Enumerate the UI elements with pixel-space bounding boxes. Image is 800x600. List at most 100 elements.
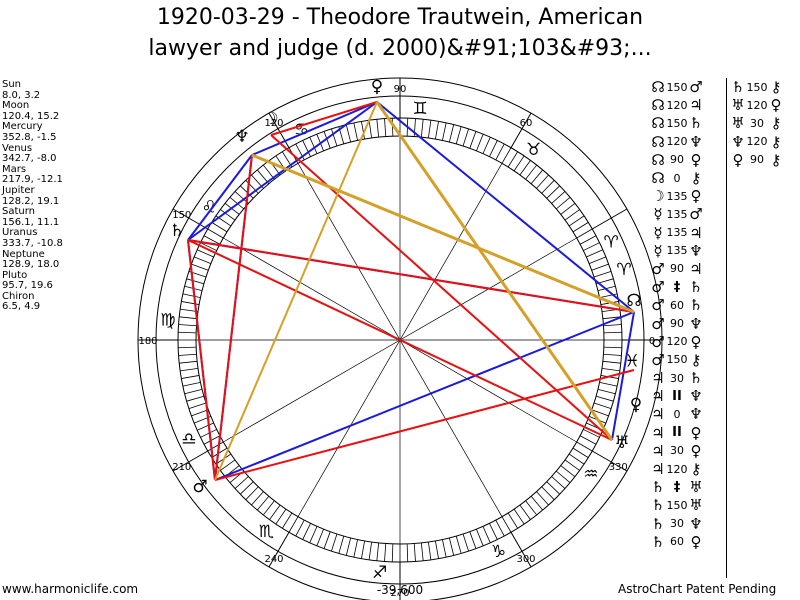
aspect-row: ♅ 30 ⚷ <box>730 114 784 132</box>
aspect-planet-b: ♃ <box>689 96 703 115</box>
aspect-planet-b: ♆ <box>689 241 703 260</box>
planet-glyph-icon: ♆ <box>234 127 249 147</box>
degree-tick <box>234 476 249 489</box>
aspect-line <box>270 134 613 441</box>
degree-tick <box>413 543 416 562</box>
aspect-planet-b: ♄ <box>689 114 703 133</box>
degree-tick <box>384 543 387 562</box>
aspect-angle: 120 <box>746 135 768 149</box>
degree-tick <box>275 508 287 525</box>
aspect-row: ♂ ‡ ♄ <box>650 278 704 296</box>
sign-divider <box>592 450 628 472</box>
aspect-angle: 90 <box>670 317 684 331</box>
aspect-planet-b: ⚷ <box>770 78 782 97</box>
degree-tick <box>586 249 603 258</box>
degree-tick <box>200 242 217 251</box>
planet-name: Mars <box>2 163 27 175</box>
aspect-row: ☽ 135 ♀ <box>650 187 704 205</box>
degree-tick <box>482 137 491 154</box>
aspect-planet-a: ☿ <box>653 241 663 260</box>
degree-tick <box>572 447 589 458</box>
footer-website[interactable]: www.harmoniclife.com <box>2 582 139 596</box>
degree-label: 150 <box>172 210 191 221</box>
aspect-row: ☊ 150 ♂ <box>650 78 704 96</box>
sign-divider <box>172 450 208 472</box>
aspect-line <box>214 311 635 481</box>
aspect-planet-b: ♆ <box>689 314 703 333</box>
degree-tick <box>507 512 518 529</box>
sign-divider <box>268 112 290 148</box>
planet-glyph-icon: ♀ <box>371 77 383 97</box>
degree-tick <box>572 222 589 233</box>
degree-tick <box>476 134 484 152</box>
degree-tick <box>288 516 299 533</box>
sign-divider <box>510 112 532 148</box>
degree-tick <box>482 526 491 543</box>
zodiac-sign-icon: ♐ <box>372 563 387 583</box>
aspect-table-divider <box>726 78 727 578</box>
degree-tick <box>178 353 197 356</box>
degree-tick <box>331 128 338 147</box>
planet-coords: 333.7, -10.8 <box>2 237 63 249</box>
aspect-planet-a: ♆ <box>731 132 745 151</box>
planet-glyph-icon: ♅ <box>614 433 629 453</box>
aspect-planet-b: ♃ <box>689 223 703 242</box>
degree-label: 0 <box>649 336 655 347</box>
aspect-planet-a: ♂ <box>651 350 665 369</box>
aspect-planet-b: ⚷ <box>690 169 702 188</box>
degree-tick <box>435 121 439 140</box>
degree-tick <box>462 128 469 147</box>
degree-label: 210 <box>172 462 191 473</box>
degree-tick <box>501 516 512 533</box>
aspect-lines <box>187 101 635 481</box>
degree-tick <box>211 222 228 233</box>
degree-tick <box>489 523 498 540</box>
aspect-row: ♄ 30 ♆ <box>650 515 704 533</box>
aspect-planet-b: ♄ <box>689 369 703 388</box>
aspect-row: ☊ 150 ♄ <box>650 114 704 132</box>
degree-tick <box>361 121 365 140</box>
aspect-planet-b: ♀ <box>690 423 702 442</box>
degree-tick <box>186 278 205 285</box>
aspect-planet-a: ♃ <box>651 460 665 479</box>
planet-coords: 156.1, 11.1 <box>2 216 60 228</box>
degree-tick <box>576 228 593 239</box>
aspect-angle: 30 <box>670 371 684 385</box>
aspect-angle: 120 <box>666 335 688 349</box>
degree-label: 240 <box>264 554 283 565</box>
degree-tick <box>507 151 518 168</box>
degree-tick <box>595 395 614 402</box>
aspect-planet-a: ♄ <box>651 478 665 497</box>
aspect-line <box>214 154 253 481</box>
degree-tick <box>178 346 197 349</box>
degree-tick <box>601 367 620 372</box>
degree-tick <box>323 531 331 549</box>
aspect-angle: 120 <box>746 98 768 112</box>
aspect-planet-b: ⚷ <box>770 114 782 133</box>
aspect-planet-a: ☿ <box>653 205 663 224</box>
planet-glyph-icon: ☊ <box>626 291 641 311</box>
degree-tick <box>427 541 432 560</box>
degree-tick <box>455 126 462 145</box>
aspect-line <box>187 239 216 481</box>
aspect-angle: 150 <box>666 498 688 512</box>
sign-divider <box>172 208 208 230</box>
degree-tick <box>368 541 373 560</box>
aspect-planet-a: ♃ <box>651 387 665 406</box>
degree-label: 60 <box>520 118 533 129</box>
aspect-planet-a: ☊ <box>651 78 665 97</box>
sign-divider <box>510 532 532 568</box>
degree-tick <box>207 228 224 239</box>
aspect-angle: 120 <box>666 135 688 149</box>
aspect-row: ☿ 135 ♃ <box>650 224 704 242</box>
aspect-planet-b: ♀ <box>690 150 702 169</box>
planet-glyph-icon: ♂ <box>192 477 207 497</box>
aspect-row: ♄ 60 ♀ <box>650 533 704 551</box>
degree-tick <box>302 140 311 157</box>
degree-tick <box>338 535 345 554</box>
aspect-angle: ‡ <box>673 479 681 495</box>
aspect-planet-b: ♆ <box>689 132 703 151</box>
degree-tick <box>519 160 531 176</box>
aspect-planet-b: ♀ <box>690 187 702 206</box>
